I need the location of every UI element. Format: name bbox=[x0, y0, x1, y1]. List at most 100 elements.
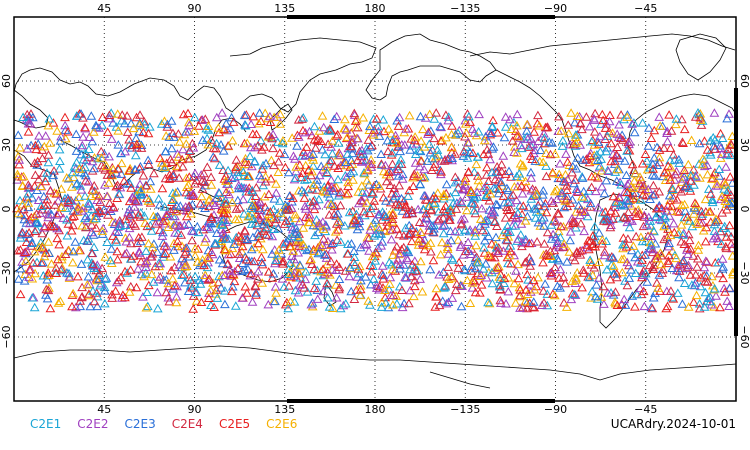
occultation-marker bbox=[502, 252, 513, 262]
occultation-marker bbox=[330, 201, 340, 211]
occultation-marker bbox=[284, 281, 294, 290]
occultation-marker bbox=[27, 273, 38, 283]
occultation-marker bbox=[724, 198, 735, 208]
occultation-marker bbox=[113, 227, 124, 236]
occultation-marker bbox=[312, 185, 322, 194]
occultation-marker bbox=[371, 179, 382, 189]
occultation-marker bbox=[441, 132, 451, 142]
occultation-marker bbox=[365, 279, 376, 289]
occultation-marker bbox=[200, 270, 211, 279]
occultation-marker bbox=[240, 153, 251, 163]
occultation-marker bbox=[696, 120, 707, 129]
occultation-marker bbox=[484, 195, 495, 205]
occultation-marker bbox=[563, 120, 574, 129]
occultation-marker bbox=[308, 149, 319, 158]
occultation-marker bbox=[719, 283, 729, 293]
occultation-marker bbox=[188, 191, 198, 200]
occultation-marker bbox=[493, 248, 503, 257]
occultation-marker bbox=[332, 235, 342, 244]
occultation-marker bbox=[31, 217, 42, 226]
occultation-marker bbox=[445, 215, 455, 224]
occultation-marker bbox=[632, 289, 642, 299]
occultation-marker bbox=[533, 110, 543, 120]
occultation-marker bbox=[320, 226, 331, 236]
occultation-marker bbox=[720, 196, 731, 205]
occultation-marker bbox=[318, 122, 329, 132]
occultation-marker bbox=[724, 283, 735, 293]
occultation-marker bbox=[44, 113, 55, 123]
occultation-marker bbox=[591, 280, 602, 289]
occultation-marker bbox=[649, 153, 660, 162]
occultation-marker bbox=[125, 265, 136, 274]
occultation-marker bbox=[390, 166, 401, 176]
occultation-marker bbox=[145, 176, 156, 186]
occultation-marker bbox=[466, 185, 476, 195]
occultation-marker bbox=[233, 263, 243, 273]
occultation-marker bbox=[256, 135, 266, 145]
occultation-marker bbox=[112, 246, 123, 256]
occultation-marker bbox=[571, 275, 581, 284]
occultation-marker bbox=[42, 194, 53, 204]
occultation-marker bbox=[365, 225, 376, 234]
occultation-marker bbox=[168, 171, 179, 181]
occultation-marker bbox=[333, 163, 344, 172]
occultation-marker bbox=[371, 114, 382, 123]
occultation-marker bbox=[503, 286, 514, 296]
occultation-marker bbox=[84, 279, 95, 288]
occultation-marker bbox=[520, 216, 531, 225]
occultation-marker bbox=[378, 270, 388, 280]
occultation-marker bbox=[99, 180, 110, 189]
occultation-marker bbox=[704, 207, 714, 216]
occultation-marker bbox=[508, 190, 518, 199]
occultation-marker bbox=[231, 204, 242, 213]
occultation-marker bbox=[459, 213, 469, 223]
occultation-marker bbox=[102, 127, 113, 136]
occultation-marker bbox=[493, 188, 504, 198]
occultation-marker bbox=[628, 241, 639, 250]
occultation-marker bbox=[438, 193, 449, 203]
occultation-marker bbox=[579, 226, 589, 236]
occultation-marker bbox=[211, 193, 222, 202]
occultation-marker bbox=[197, 135, 208, 144]
occultation-marker bbox=[293, 132, 304, 141]
occultation-marker bbox=[112, 109, 123, 118]
occultation-marker bbox=[726, 239, 737, 248]
occultation-marker bbox=[268, 204, 279, 214]
occultation-marker bbox=[631, 211, 642, 220]
occultation-marker bbox=[684, 235, 695, 245]
bottom-lon-tick-label: −135 bbox=[450, 403, 480, 416]
occultation-marker bbox=[143, 155, 153, 164]
occultation-marker bbox=[426, 205, 436, 215]
occultation-marker bbox=[717, 133, 728, 142]
occultation-marker bbox=[576, 218, 586, 228]
occultation-marker bbox=[475, 271, 485, 280]
occultation-marker bbox=[285, 241, 295, 251]
occultation-marker bbox=[496, 159, 507, 169]
occultation-marker bbox=[165, 206, 176, 215]
occultation-marker bbox=[692, 262, 702, 271]
occultation-marker bbox=[367, 251, 378, 261]
occultation-marker bbox=[487, 206, 498, 215]
occultation-marker bbox=[416, 156, 426, 165]
occultation-marker bbox=[584, 244, 594, 254]
occultation-marker bbox=[533, 217, 544, 227]
occultation-marker bbox=[12, 169, 23, 179]
occultation-marker bbox=[117, 110, 128, 119]
occultation-marker bbox=[483, 231, 494, 241]
occultation-marker bbox=[407, 223, 417, 232]
occultation-marker bbox=[254, 170, 265, 180]
occultation-marker bbox=[294, 280, 305, 289]
occultation-marker bbox=[567, 276, 578, 285]
occultation-marker bbox=[186, 226, 197, 235]
occultation-marker bbox=[168, 169, 179, 179]
occultation-marker bbox=[438, 213, 449, 222]
occultation-marker bbox=[229, 239, 239, 248]
occultation-marker bbox=[626, 181, 637, 191]
occultation-marker bbox=[589, 221, 600, 231]
occultation-marker bbox=[382, 135, 393, 145]
occultation-marker bbox=[250, 281, 261, 291]
occultation-marker bbox=[637, 236, 648, 246]
occultation-marker bbox=[715, 128, 726, 138]
occultation-marker bbox=[496, 177, 506, 187]
occultation-marker bbox=[525, 261, 535, 270]
